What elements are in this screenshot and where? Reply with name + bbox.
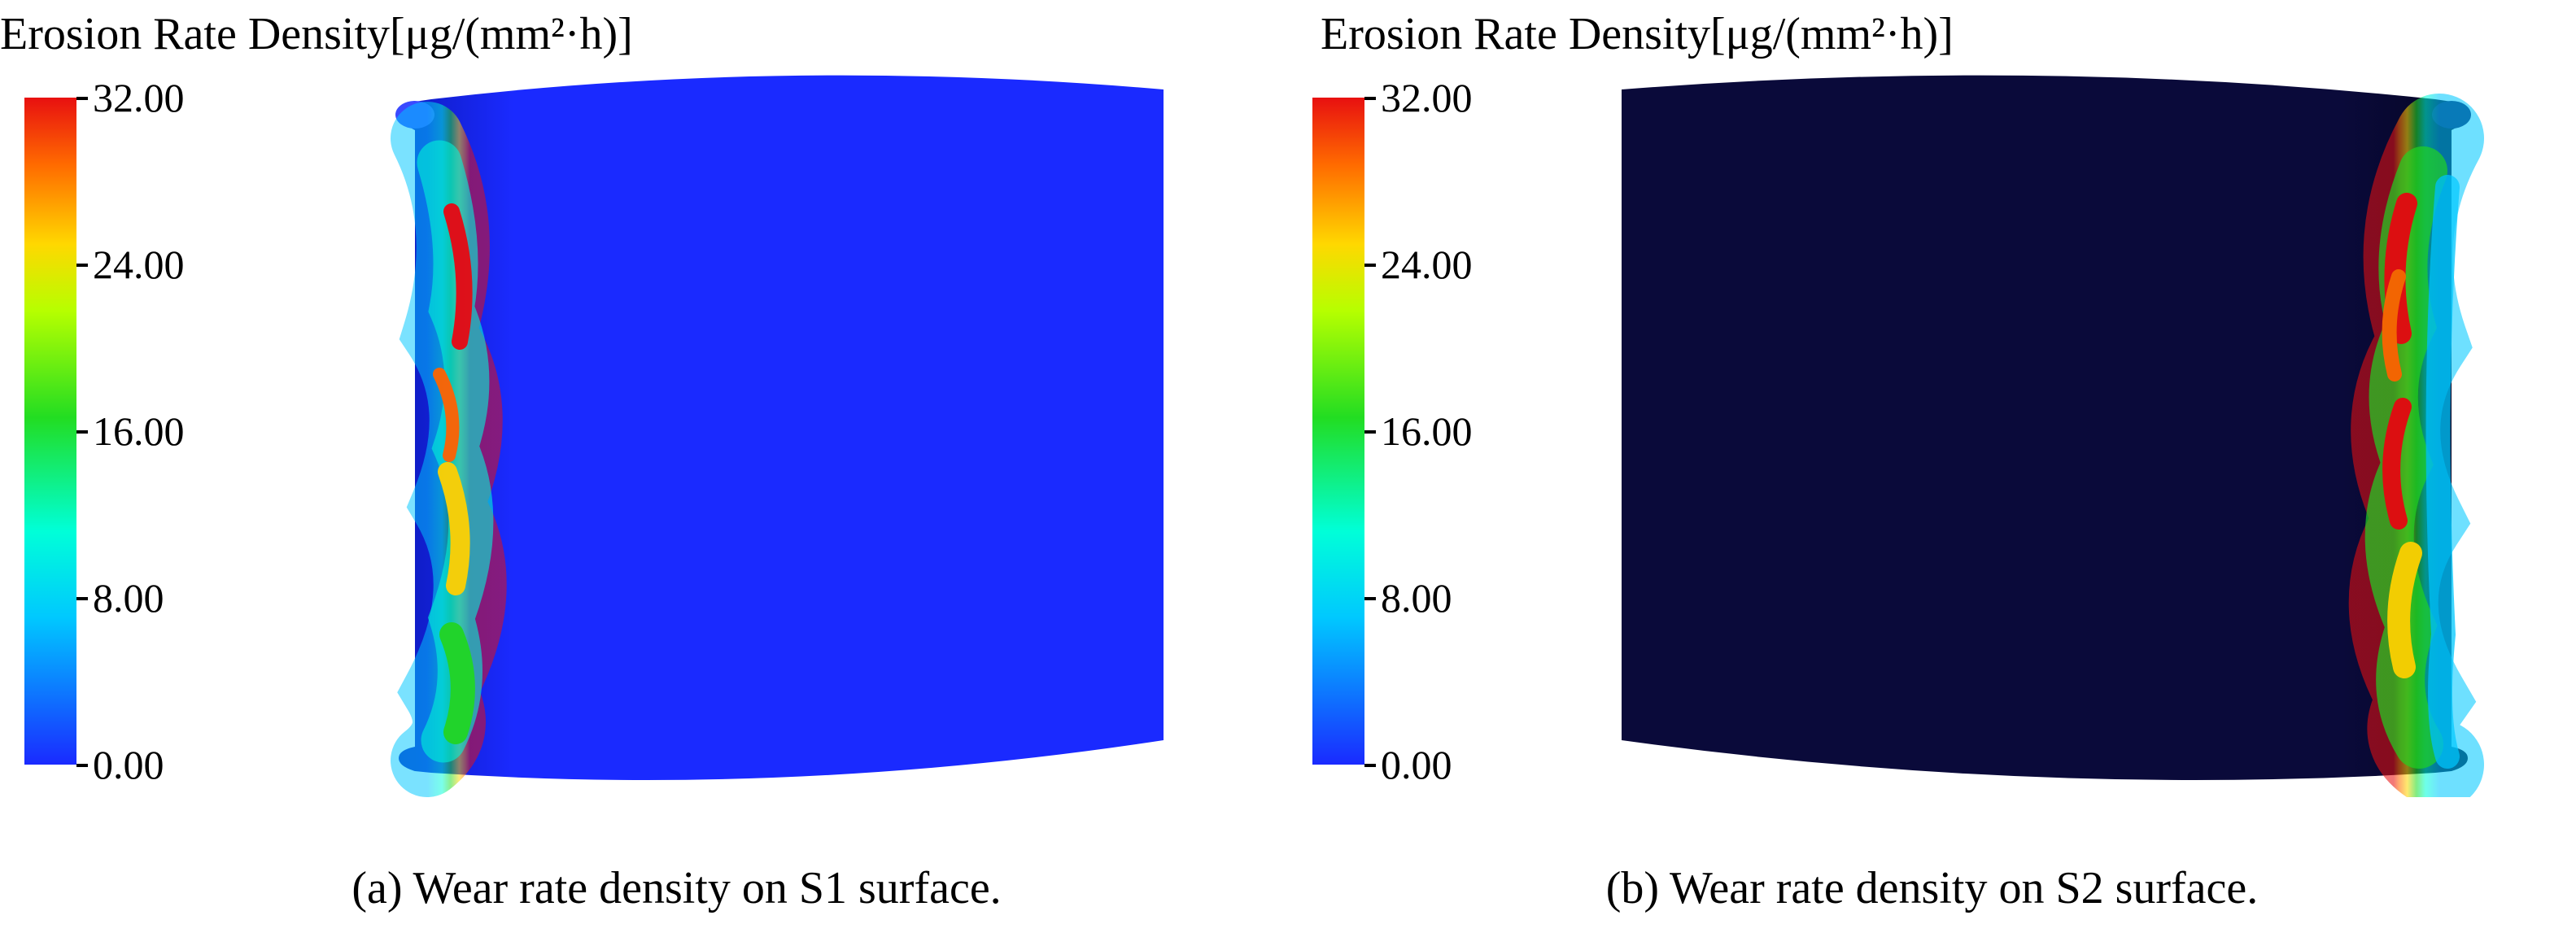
surface-a-wrap: [382, 65, 1196, 801]
colorbar-tick-line: [1364, 430, 1376, 434]
surface-a: [382, 65, 1196, 797]
panel-b-caption: (b) Wear rate density on S2 surface.: [1288, 862, 2576, 914]
colorbar-tick-line: [76, 97, 88, 100]
colorbar-tick-line: [76, 764, 88, 767]
colorbar-tick-line: [76, 597, 88, 600]
colorbar-tick-label: 24.00: [93, 241, 185, 288]
colorbar-tick-label: 32.00: [93, 74, 185, 121]
colorbar-tick-label: 16.00: [93, 408, 185, 455]
surface-b: [1589, 65, 2484, 797]
colorbar-tick-label: 8.00: [1381, 574, 1452, 621]
colorbar-tick-label: 32.00: [1381, 74, 1473, 121]
colorbar-tick-line: [1364, 97, 1376, 100]
colorbar-tick-line: [1364, 764, 1376, 767]
colorbar-tick-label: 0.00: [93, 741, 164, 788]
colorbar-tick-line: [1364, 264, 1376, 267]
colorbar-tick-label: 8.00: [93, 574, 164, 621]
panel-a-caption: (a) Wear rate density on S1 surface.: [65, 862, 1288, 914]
surface-a-body: [399, 76, 1164, 780]
surface-b-body: [1622, 76, 2468, 780]
panel-a-title: Erosion Rate Density[μg/(mm²·h)]: [0, 8, 633, 60]
colorbar-tick-label: 16.00: [1381, 408, 1473, 455]
colorbar-tick-label: 0.00: [1381, 741, 1452, 788]
colorbar-tick-line: [1364, 597, 1376, 600]
surface-b-wrap: [1589, 65, 2484, 801]
colorbar-a-svg: [24, 98, 76, 765]
colorbar-tick-line: [76, 264, 88, 267]
panel-b-title: Erosion Rate Density[μg/(mm²·h)]: [1321, 8, 1954, 60]
erosion-b: [2390, 138, 2447, 765]
erosion-a: [427, 138, 471, 761]
colorbar-b-svg: [1312, 98, 1364, 765]
colorbar-tick-label: 24.00: [1381, 241, 1473, 288]
colorbar-tick-line: [76, 430, 88, 434]
